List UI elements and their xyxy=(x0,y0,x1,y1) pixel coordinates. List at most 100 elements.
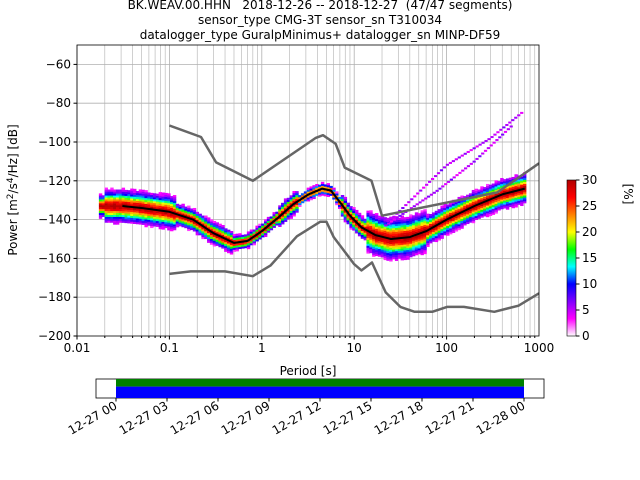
ppsd-cell xyxy=(420,251,424,254)
ppsd-cell xyxy=(150,202,154,205)
ppsd-cell xyxy=(426,215,430,218)
ppsd-cell xyxy=(258,223,262,226)
ppsd-cell xyxy=(170,219,174,222)
ppsd-cell xyxy=(366,214,370,217)
ppsd-cell xyxy=(135,198,140,201)
ppsd-cell xyxy=(218,233,222,236)
ppsd-cell xyxy=(446,214,450,217)
ppsd-cell xyxy=(352,226,356,229)
ppsd-cell xyxy=(164,204,168,207)
ppsd-cell xyxy=(503,206,507,209)
ppsd-cell xyxy=(195,219,200,222)
ppsd-cell xyxy=(440,225,444,228)
ppsd-cell xyxy=(469,162,473,165)
ppsd-cell xyxy=(380,245,385,248)
ppsd-cell xyxy=(118,210,123,214)
ppsd-cell xyxy=(437,226,441,229)
ppsd-cell xyxy=(372,240,376,244)
ppsd-cell xyxy=(172,202,177,206)
ppsd-cell xyxy=(124,211,128,214)
ppsd-cell xyxy=(158,195,163,199)
ppsd-cell xyxy=(497,202,501,205)
ppsd-cell xyxy=(420,227,424,230)
ppsd-cell xyxy=(420,218,424,221)
ppsd-cell xyxy=(480,199,484,203)
ppsd-cell xyxy=(446,216,450,219)
ppsd-cell xyxy=(372,252,376,255)
ppsd-cell xyxy=(212,224,217,228)
ppsd-cell xyxy=(124,201,128,204)
ppsd-cell xyxy=(458,171,462,174)
ppsd-cell xyxy=(198,215,202,218)
ppsd-cell xyxy=(474,208,478,211)
ppsd-cell xyxy=(192,215,197,218)
ppsd-cell xyxy=(511,194,516,197)
ppsd-cell xyxy=(485,205,490,208)
ppsd-cell xyxy=(505,186,510,189)
ppsd-cell xyxy=(483,190,487,194)
ppsd-cell xyxy=(104,197,108,200)
ppsd-cell xyxy=(468,216,473,219)
ppsd-cell xyxy=(252,241,256,244)
ppsd-cell xyxy=(295,202,299,205)
ppsd-cell xyxy=(118,220,123,223)
ppsd-cell xyxy=(400,238,404,241)
ppsd-cell xyxy=(463,213,467,216)
ppsd-cell xyxy=(323,192,328,195)
ppsd-cell xyxy=(124,217,128,220)
ppsd-cell xyxy=(107,216,111,219)
ppsd-cell xyxy=(204,229,208,232)
ppsd-cell xyxy=(411,221,416,224)
ppsd-cell xyxy=(340,194,345,198)
ppsd-cell xyxy=(454,221,459,224)
ppsd-cell xyxy=(431,214,436,217)
ppsd-cell xyxy=(104,206,108,210)
ppsd-cell xyxy=(107,220,111,223)
ppsd-cell xyxy=(335,191,339,194)
ppsd-cell xyxy=(369,225,373,228)
ppsd-cell xyxy=(406,247,410,251)
ppsd-cell xyxy=(440,207,444,210)
ppsd-cell xyxy=(127,209,131,212)
ppsd-cell xyxy=(263,225,268,228)
ppsd-cell xyxy=(389,247,393,250)
y-axis-label: Power [m2/s4/Hz] [dB] xyxy=(6,124,20,255)
ppsd-cell xyxy=(411,236,416,239)
ppsd-cell xyxy=(198,219,202,222)
ppsd-cell xyxy=(397,227,402,230)
ppsd-cell xyxy=(451,203,456,206)
ppsd-cell xyxy=(266,228,271,231)
ppsd-cell xyxy=(212,236,217,239)
ppsd-cell xyxy=(101,197,106,200)
ppsd-cell xyxy=(252,243,256,246)
ppsd-cell xyxy=(167,204,171,208)
ppsd-cell xyxy=(372,246,376,249)
ppsd-cell xyxy=(423,209,427,212)
ppsd-cell xyxy=(466,210,470,213)
ppsd-cell xyxy=(107,206,111,210)
ppsd-cell xyxy=(485,183,490,187)
ppsd-cell xyxy=(417,248,422,251)
ppsd-cell xyxy=(497,185,501,188)
ppsd-cell xyxy=(101,201,106,204)
ppsd-cell xyxy=(517,114,521,117)
ppsd-cell xyxy=(144,223,148,226)
ppsd-cell xyxy=(124,220,128,224)
ppsd-cell xyxy=(115,197,120,200)
ppsd-cell xyxy=(468,201,473,204)
ppsd-cell xyxy=(135,220,140,223)
ppsd-cell xyxy=(204,223,208,226)
ppsd-cell xyxy=(98,195,103,198)
ppsd-cell xyxy=(461,169,465,172)
ppsd-cell xyxy=(167,228,171,231)
ppsd-cell xyxy=(218,237,222,240)
ppsd-cell xyxy=(446,204,450,207)
ppsd-cell xyxy=(446,210,450,213)
ppsd-cell xyxy=(155,193,160,196)
ppsd-cell xyxy=(281,220,285,223)
ppsd-cell xyxy=(466,198,470,201)
y-tick-label: −80 xyxy=(46,96,71,110)
ppsd-cell xyxy=(198,221,202,224)
ppsd-cell xyxy=(172,226,177,229)
ppsd-cell xyxy=(426,195,431,198)
